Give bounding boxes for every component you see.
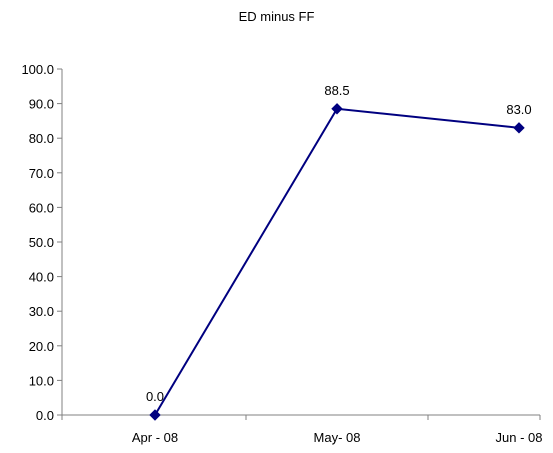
y-tick-label: 10.0 (29, 373, 54, 388)
data-point-marker (513, 122, 525, 134)
y-tick-label: 100.0 (21, 62, 54, 77)
chart-title: ED minus FF (238, 9, 315, 24)
x-tick-label: May- 08 (314, 430, 361, 445)
y-tick-label: 90.0 (29, 97, 54, 112)
y-tick-label: 30.0 (29, 304, 54, 319)
y-tick-label: 50.0 (29, 235, 54, 250)
data-point-marker (331, 103, 343, 115)
data-point-marker (149, 409, 161, 421)
x-tick-label: Apr - 08 (132, 430, 178, 445)
y-tick-label: 0.0 (36, 408, 54, 423)
data-label: 88.5 (324, 83, 349, 98)
y-tick-label: 20.0 (29, 339, 54, 354)
y-tick-label: 70.0 (29, 166, 54, 181)
x-tick-label: Jun - 08 (496, 430, 543, 445)
y-tick-label: 80.0 (29, 131, 54, 146)
series-line (154, 107, 520, 416)
y-tick-label: 40.0 (29, 270, 54, 285)
data-label: 0.0 (146, 389, 164, 404)
data-label: 83.0 (506, 102, 531, 117)
y-tick-label: 60.0 (29, 200, 54, 215)
